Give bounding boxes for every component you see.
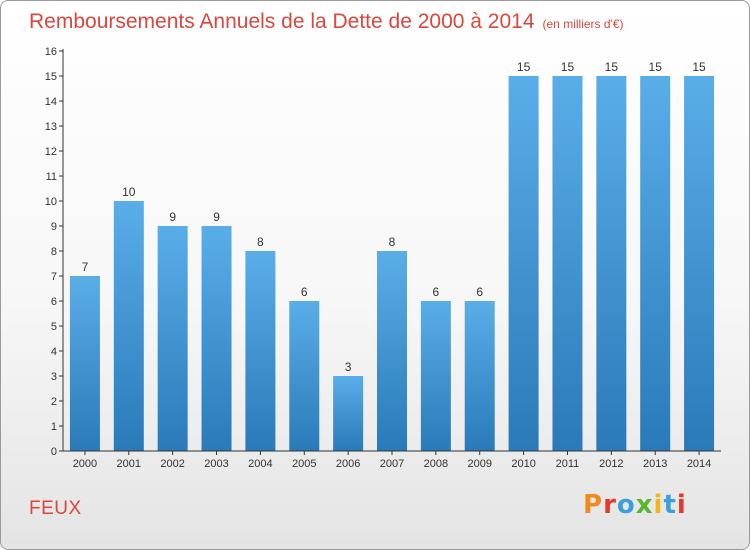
y-tick-label: 5 [51, 321, 57, 333]
bar [289, 301, 320, 451]
proxiti-logo[interactable]: Proxiti [583, 490, 687, 520]
x-tick-label: 2006 [336, 458, 360, 470]
bars-group: 7 10 9 9 8 6 3 8 6 6 15 15 15 15 15 [69, 60, 715, 451]
bar [377, 251, 407, 451]
x-tick-label: 2004 [248, 458, 272, 470]
logo-letter: r [603, 490, 617, 520]
logo-letter: i [653, 490, 664, 520]
y-tick-label: 3 [51, 371, 57, 383]
x-tick-label: 2014 [687, 458, 711, 470]
y-tick-label: 1 [51, 421, 57, 433]
bar-value-label: 10 [122, 185, 136, 199]
y-tick-label: 12 [45, 146, 57, 158]
bar-value-label: 15 [517, 60, 531, 74]
x-tick-label: 2008 [424, 458, 448, 470]
bar [420, 301, 451, 451]
chart-title: Remboursements Annuels de la Dette de 20… [29, 10, 624, 34]
x-tick-label: 2003 [204, 458, 228, 470]
bar-value-label: 8 [257, 235, 264, 249]
y-tick-label: 7 [51, 271, 57, 283]
x-tick-label: 2012 [599, 458, 623, 470]
bar [113, 201, 144, 451]
x-tick-label: 2011 [556, 458, 580, 470]
title-text: Remboursements Annuels de la Dette de 20… [29, 10, 535, 33]
bar-value-label: 8 [389, 235, 396, 249]
y-tick-label: 11 [46, 171, 57, 183]
y-tick-label: 10 [45, 196, 57, 208]
y-tick-label: 6 [51, 296, 57, 308]
bar [552, 76, 583, 451]
x-tick-label: 2002 [160, 458, 184, 470]
bar-value-label: 15 [561, 60, 575, 74]
bar-value-label: 15 [692, 60, 706, 74]
bar [333, 376, 364, 451]
bar [201, 226, 232, 451]
commune-name: FEUX [29, 498, 82, 519]
bar-value-label: 9 [213, 210, 220, 224]
title-unit: (en milliers d'€) [542, 17, 624, 31]
y-tick-label: 2 [51, 396, 57, 408]
bar [157, 226, 188, 451]
y-tick-label: 15 [45, 71, 57, 83]
y-tick-label: 4 [51, 346, 57, 358]
x-tick-label: 2005 [292, 458, 316, 470]
x-tick-label: 2007 [380, 458, 404, 470]
bar [245, 251, 276, 451]
x-tick-label: 2010 [511, 458, 535, 470]
bar [684, 76, 715, 451]
bar [640, 76, 671, 451]
x-tick-label: 2009 [467, 458, 491, 470]
x-tick-label: 2013 [643, 458, 667, 470]
bar-value-label: 6 [433, 285, 440, 299]
y-tick-label: 0 [51, 446, 57, 458]
y-tick-label: 16 [45, 46, 57, 58]
bar-value-label: 9 [169, 210, 176, 224]
logo-letter: x [635, 490, 654, 520]
y-tick-label: 13 [45, 121, 57, 133]
bar-value-label: 15 [649, 60, 663, 74]
bar-value-label: 6 [301, 285, 308, 299]
logo-letter: t [663, 490, 677, 520]
y-tick-label: 14 [45, 96, 57, 108]
logo-letter: i [676, 490, 687, 520]
y-tick-label: 8 [51, 246, 57, 258]
bar [508, 76, 539, 451]
bar-value-label: 15 [605, 60, 619, 74]
bar [464, 301, 495, 451]
bar-value-label: 3 [345, 360, 352, 374]
bar-value-label: 6 [476, 285, 483, 299]
bar-value-label: 7 [82, 260, 89, 274]
bar [596, 76, 627, 451]
logo-letter: o [616, 490, 636, 520]
y-tick-label: 9 [51, 221, 57, 233]
x-tick-label: 2001 [117, 458, 141, 470]
bar [69, 276, 100, 451]
logo-letter: P [583, 490, 604, 520]
x-tick-label: 2000 [73, 458, 97, 470]
